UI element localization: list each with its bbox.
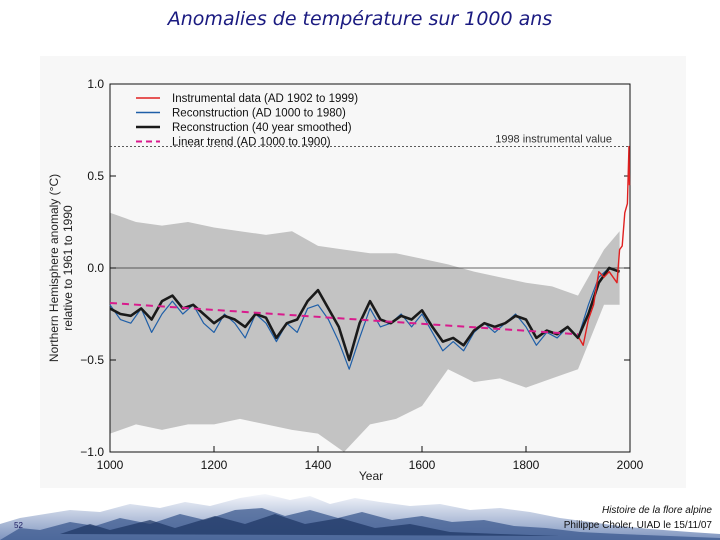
y-tick-label: 0.0 — [87, 261, 104, 275]
y-tick-label: −0.5 — [80, 353, 104, 367]
mountain-footer-image — [0, 494, 720, 540]
footer-line-2: Philippe Choler, UIAD le 15/11/07 — [563, 520, 712, 531]
x-tick-label: 1800 — [513, 458, 540, 472]
y-tick-label: 1.0 — [87, 77, 104, 91]
reference-line-label: 1998 instrumental value — [495, 134, 612, 146]
legend-label: Instrumental data (AD 1902 to 1999) — [172, 93, 358, 105]
legend-label: Reconstruction (40 year smoothed) — [172, 122, 352, 134]
y-axis-label-line2: relative to 1961 to 1990 — [61, 205, 75, 331]
y-tick-label: 0.5 — [87, 169, 104, 183]
uncertainty-band — [110, 212, 620, 452]
x-tick-label: 1200 — [201, 458, 228, 472]
slide-number: 52 — [14, 521, 23, 530]
x-tick-label: 1000 — [97, 458, 124, 472]
series-instrumental — [578, 145, 631, 346]
x-tick-label: 1400 — [305, 458, 332, 472]
series-linear-trend — [109, 301, 579, 336]
x-tick-label: 2000 — [617, 458, 644, 472]
y-axis-label-line1: Northern Hemisphere anomaly (°C) — [47, 174, 61, 362]
footer-text: Histoire de la flore alpine Philippe Cho… — [564, 503, 712, 533]
footer-line-1: Histoire de la flore alpine — [601, 505, 712, 516]
series-reconstruction-smoothed — [109, 266, 621, 362]
x-tick-label: 1600 — [409, 458, 436, 472]
legend-label: Reconstruction (AD 1000 to 1980) — [172, 108, 346, 120]
legend-label: Linear trend (AD 1000 to 1900) — [172, 137, 331, 149]
y-tick-label: −1.0 — [80, 445, 104, 459]
x-axis-label: Year — [359, 469, 383, 483]
slide-title: Anomalies de température sur 1000 ans — [167, 8, 553, 30]
